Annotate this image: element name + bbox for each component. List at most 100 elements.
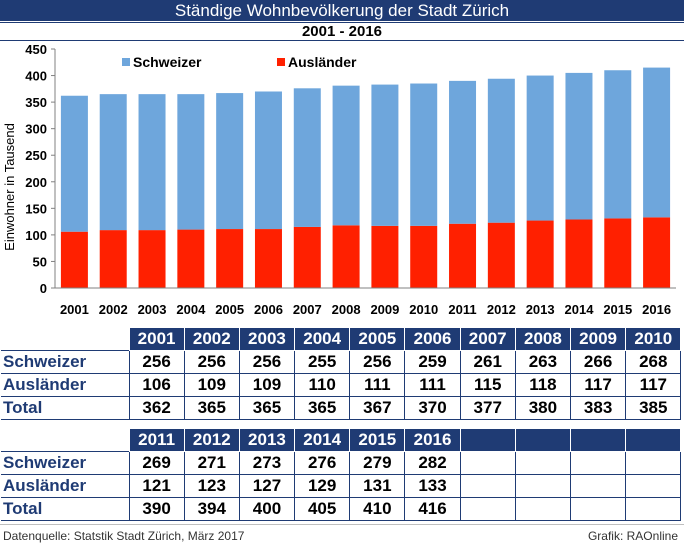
bar-segment-auslaender [643, 217, 671, 288]
bar-segment-schweizer [216, 93, 244, 230]
legend-swatch-schweizer [122, 58, 130, 66]
table-cell: 365 [294, 396, 351, 420]
table-empty-cell [625, 497, 682, 521]
table-empty-cell [514, 497, 572, 521]
bar-segment-auslaender [293, 226, 321, 288]
table-year-header: 2014 [294, 428, 351, 452]
bar-segment-auslaender [216, 229, 244, 288]
x-tick-label: 2008 [332, 302, 361, 317]
table-cell: 123 [183, 474, 240, 498]
table-empty-cell [514, 474, 572, 498]
y-tick-label: 400 [25, 69, 47, 84]
table-cell: 383 [569, 396, 627, 420]
table-year-header: 2011 [128, 428, 185, 452]
table-cell: 117 [569, 373, 627, 397]
table-row-label: Schweizer [1, 451, 130, 475]
footer: Datenquelle: Statstik Stadt Zürich, März… [0, 524, 684, 545]
bar-segment-auslaender [138, 230, 166, 288]
table-cell: 115 [459, 373, 516, 397]
table-year-header: 2003 [238, 327, 296, 351]
table-empty-cell [459, 497, 516, 521]
table-year-header: 2002 [183, 327, 240, 351]
table-cell: 282 [404, 451, 461, 475]
credit-note: Grafik: RAOnline [587, 529, 678, 543]
table-cell: 129 [294, 474, 351, 498]
table-row-label: Total [1, 396, 130, 420]
x-tick-label: 2004 [176, 302, 206, 317]
table-cell: 256 [349, 350, 406, 374]
table-empty-header [569, 428, 627, 452]
bar-segment-auslaender [332, 225, 360, 288]
bar-segment-auslaender [177, 229, 205, 288]
table-cell: 263 [514, 350, 572, 374]
bar-segment-schweizer [293, 88, 321, 227]
table-cell: 121 [128, 474, 185, 498]
table-year-header: 2006 [404, 327, 461, 351]
table-year-header: 2013 [238, 428, 296, 452]
table-empty-header [514, 428, 572, 452]
table-cell: 259 [404, 350, 461, 374]
y-tick-label: 350 [25, 95, 47, 110]
data-table-2011-2016: 2011 2012 2013 2014 2015 2016 Schweizer 269 271 2… [1, 428, 682, 521]
x-tick-label: 2013 [526, 302, 555, 317]
table-cell: 117 [625, 373, 682, 397]
legend-label-auslaender: Ausländer [288, 54, 357, 70]
y-tick-label: 100 [25, 228, 47, 243]
table-empty-cell [459, 474, 516, 498]
x-axis: 2001 2002 2003 2004 2005 2006 2007 2008 2009 2010… [55, 287, 676, 317]
y-axis-label: Einwohner in Tausend [2, 123, 17, 251]
x-tick-label: 2003 [138, 302, 167, 317]
table-row: Ausländer 121 123 127 129 131 133 [1, 474, 682, 498]
bar-segment-schweizer [332, 85, 360, 226]
table-row-label: Schweizer [1, 350, 130, 374]
bar-segment-auslaender [487, 222, 515, 288]
table-empty-header [459, 428, 516, 452]
x-tick-label: 2002 [99, 302, 128, 317]
bar-segment-schweizer [449, 80, 477, 224]
table-corner [1, 428, 129, 452]
y-tick-label: 150 [25, 201, 47, 216]
table-cell: 269 [128, 451, 185, 475]
table-cell: 273 [238, 451, 296, 475]
y-tick-label: 450 [25, 42, 47, 57]
table-year-header: 2016 [404, 428, 461, 452]
bar-segment-schweizer [526, 75, 554, 221]
bar-segment-auslaender [371, 225, 399, 288]
table-empty-cell [569, 474, 627, 498]
x-tick-label: 2015 [603, 302, 632, 317]
table-empty-cell [569, 451, 627, 475]
table-year-header: 2005 [349, 327, 406, 351]
table-empty-header [625, 428, 682, 452]
table-year-header: 2012 [183, 428, 240, 452]
table-empty-cell [569, 497, 627, 521]
x-tick-label: 2010 [409, 302, 438, 317]
bar-segment-auslaender [526, 220, 554, 288]
table-empty-cell [459, 451, 516, 475]
bar-segment-schweizer [177, 94, 205, 230]
table-row: Total 390 394 400 405 410 416 [1, 497, 682, 521]
x-tick-label: 2014 [565, 302, 595, 317]
table-cell: 365 [183, 396, 240, 420]
legend-swatch-auslaender [277, 58, 285, 66]
chart-subtitle: 2001 - 2016 [0, 22, 684, 41]
table-cell: 365 [238, 396, 296, 420]
table-cell: 109 [238, 373, 296, 397]
source-note: Datenquelle: Statstik Stadt Zürich, März… [3, 529, 245, 543]
bars-group [60, 67, 671, 288]
bar-segment-auslaender [604, 218, 632, 288]
table-cell: 255 [294, 350, 351, 374]
table-cell: 377 [459, 396, 516, 420]
x-tick-label: 2007 [293, 302, 322, 317]
table-cell: 131 [349, 474, 406, 498]
bar-segment-schweizer [371, 84, 399, 226]
table-cell: 127 [238, 474, 296, 498]
table-row: Ausländer 106 109 109 110 111 111 115 118 117 117 [1, 373, 682, 397]
table-cell: 279 [349, 451, 406, 475]
bar-segment-schweizer [254, 91, 282, 230]
y-tick-label: 0 [40, 281, 47, 296]
table-cell: 405 [294, 497, 351, 521]
table-year-header: 2015 [349, 428, 406, 452]
chart-title: Ständige Wohnbevölkerung der Stadt Züric… [0, 0, 684, 21]
legend: Schweizer Ausländer [122, 54, 357, 70]
data-table-2001-2010: 2001 2002 2003 2004 2005 2006 2007 2008 2009 2010… [1, 327, 682, 420]
